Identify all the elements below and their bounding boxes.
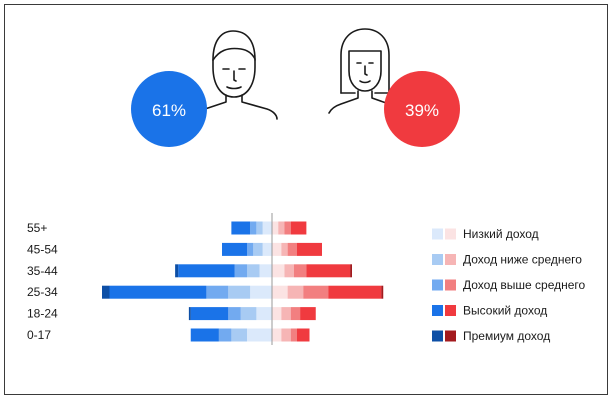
bar-female-55+-tier1	[272, 221, 279, 235]
bar-male-45-54-tier2	[253, 242, 263, 256]
category-label-25-34: 25-34	[27, 285, 58, 299]
bar-female-35-44-tier3	[293, 264, 307, 278]
legend-swatch-blue-4	[432, 305, 443, 316]
bar-male-18-24-tier4	[190, 307, 229, 321]
bar-male-0-17-tier2	[231, 328, 247, 342]
bars	[102, 221, 384, 342]
bar-male-18-24-tier3	[228, 307, 241, 321]
bar-female-55+-tier4	[290, 221, 307, 235]
category-label-55+: 55+	[27, 221, 47, 235]
bar-female-45-54-tier4	[297, 242, 322, 256]
woman-portrait-icon	[328, 28, 390, 114]
category-axis: 55+ 45-54 35-44 25-34 18-24 0-17	[27, 221, 58, 342]
bar-male-35-44-tier5	[175, 264, 179, 278]
legend-swatch-red-3	[445, 279, 456, 291]
chart-canvas: 61% 39% 55+ 45-54 35-44 25-34 18-24 0-17 Низк…	[27, 28, 586, 345]
female-share-circle	[384, 71, 460, 147]
bar-male-25-34-tier2	[228, 285, 251, 299]
legend-label-4: Высокий доход	[463, 304, 547, 318]
category-label-35-44: 35-44	[27, 264, 58, 278]
bar-male-55+-tier2	[256, 221, 263, 235]
bar-male-25-34-tier5	[102, 285, 110, 299]
bar-male-45-54-tier4	[222, 242, 247, 256]
bar-female-55+-tier3	[284, 221, 291, 235]
bar-male-0-17-tier3	[218, 328, 232, 342]
bar-male-18-24-tier5	[188, 307, 191, 321]
bar-male-25-34-tier1	[250, 285, 272, 299]
bar-male-55+-tier1	[262, 221, 272, 235]
legend-label-5: Премиум доход	[463, 329, 550, 343]
bar-female-0-17-tier4	[297, 328, 310, 342]
legend: Низкий доход Доход ниже среднего Доход выш…	[432, 227, 586, 343]
bar-female-0-17-tier3	[290, 328, 297, 342]
bar-male-45-54-tier3	[247, 242, 254, 256]
bar-female-18-24-tier1	[272, 307, 282, 321]
legend-label-1: Низкий доход	[463, 227, 539, 241]
legend-swatch-red-4	[445, 305, 456, 316]
legend-swatch-red-1	[445, 228, 456, 240]
bar-male-25-34-tier4	[109, 285, 207, 299]
bar-female-45-54-tier2	[281, 242, 288, 256]
category-label-0-17: 0-17	[27, 328, 51, 342]
bar-female-18-24-tier3	[290, 307, 301, 321]
bar-male-55+-tier3	[250, 221, 257, 235]
bar-female-35-44-tier2	[284, 264, 294, 278]
bar-female-35-44-tier1	[272, 264, 285, 278]
legend-swatch-red-5	[445, 330, 456, 342]
category-label-45-54: 45-54	[27, 242, 58, 256]
bar-female-25-34-tier3	[303, 285, 329, 299]
legend-label-3: Доход выше среднего	[463, 278, 586, 292]
bar-male-45-54-tier1	[262, 242, 272, 256]
bar-female-45-54-tier3	[287, 242, 297, 256]
bar-female-25-34-tier4	[328, 285, 382, 299]
category-label-18-24: 18-24	[27, 307, 58, 321]
bar-female-0-17-tier2	[281, 328, 291, 342]
legend-swatch-blue-1	[432, 228, 443, 240]
bar-female-25-34-tier2	[287, 285, 304, 299]
bar-male-0-17-tier1	[247, 328, 272, 342]
bar-female-55+-tier2	[278, 221, 285, 235]
bar-male-35-44-tier1	[259, 264, 272, 278]
chart-frame: 61% 39% 55+ 45-54 35-44 25-34 18-24 0-17 Низк…	[4, 4, 608, 395]
bar-male-25-34-tier3	[206, 285, 229, 299]
bar-female-25-34-tier1	[272, 285, 288, 299]
female-share-label: 39%	[405, 101, 439, 120]
legend-swatch-red-2	[445, 254, 456, 265]
male-share-label: 61%	[152, 101, 186, 120]
legend-swatch-blue-5	[432, 330, 443, 342]
legend-label-2: Доход ниже среднего	[463, 253, 582, 267]
bar-male-0-17-tier4	[190, 328, 219, 342]
bar-female-35-44-tier5	[350, 264, 352, 278]
bar-female-0-17-tier1	[272, 328, 282, 342]
bar-female-25-34-tier5	[381, 285, 384, 299]
bar-female-45-54-tier1	[272, 242, 282, 256]
bar-female-18-24-tier2	[281, 307, 291, 321]
bar-male-35-44-tier4	[178, 264, 235, 278]
bar-male-55+-tier4	[231, 221, 251, 235]
legend-swatch-blue-2	[432, 254, 443, 265]
bar-female-18-24-tier4	[300, 307, 316, 321]
man-portrait-icon	[192, 30, 278, 120]
bar-female-35-44-tier4	[306, 264, 351, 278]
bar-male-35-44-tier3	[234, 264, 247, 278]
male-share-circle	[131, 71, 207, 147]
bar-male-18-24-tier2	[240, 307, 257, 321]
legend-swatch-blue-3	[432, 279, 443, 291]
bar-male-18-24-tier1	[256, 307, 272, 321]
bar-male-35-44-tier2	[247, 264, 260, 278]
